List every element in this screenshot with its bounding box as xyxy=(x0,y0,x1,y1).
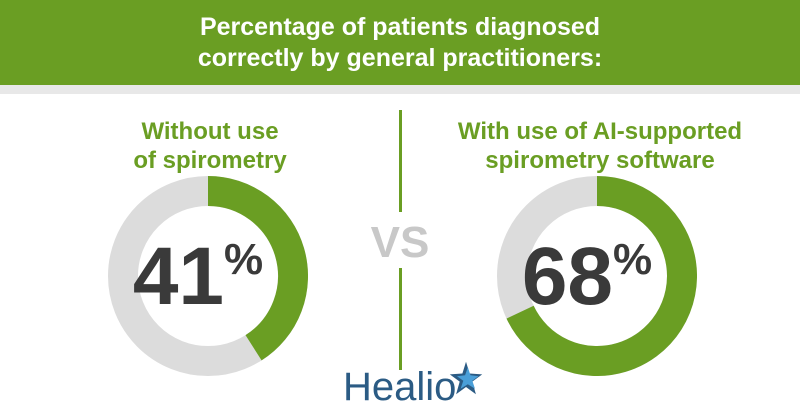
panel-right-label-line1: With use of AI-supported xyxy=(457,118,743,145)
donut-right-value-arc xyxy=(506,176,697,376)
center-divider-bottom xyxy=(399,268,402,370)
panel-left-label: Without use of spirometry xyxy=(40,117,380,175)
donut-right-value-label: 68% xyxy=(522,231,652,322)
panel-left-label-line1: Without use xyxy=(141,118,279,145)
header-banner: Percentage of patients diagnosed correct… xyxy=(0,0,800,85)
center-divider-top xyxy=(399,110,402,212)
header-divider-band xyxy=(0,85,800,94)
healio-logo: Healio xyxy=(335,358,485,418)
donut-right-value-number: 68 xyxy=(522,231,613,322)
healio-logo-text: Healio xyxy=(343,365,457,409)
donut-chart-right: 68% xyxy=(497,176,697,376)
vs-label: VS xyxy=(370,218,430,267)
header-title-line2: correctly by general practitioners: xyxy=(197,43,603,72)
donut-left-value-number: 41 xyxy=(133,231,224,322)
donut-left-value-label: 41% xyxy=(133,231,263,322)
header-title-line1: Percentage of patients diagnosed xyxy=(199,12,601,41)
panel-right-label-line2: spirometry software xyxy=(485,147,715,174)
donut-left-value-arc xyxy=(207,176,308,361)
panel-right-label: With use of AI-supported spirometry soft… xyxy=(430,117,770,175)
donut-chart-left: 41% xyxy=(108,176,308,376)
donut-right-percent-sign: % xyxy=(613,235,652,284)
healio-star-icon xyxy=(449,361,483,395)
panel-left-label-line2: of spirometry xyxy=(133,147,287,174)
donut-left-percent-sign: % xyxy=(224,235,263,284)
